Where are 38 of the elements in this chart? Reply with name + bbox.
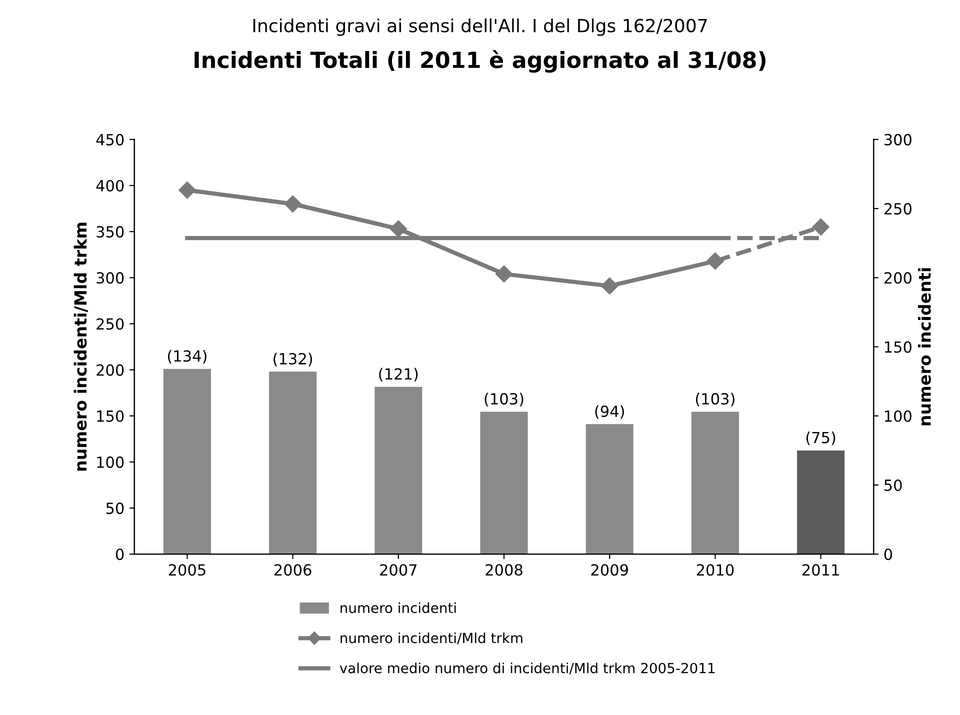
- x-tick-label: 2011: [802, 564, 839, 576]
- x-tick-label: 2005: [168, 564, 206, 576]
- y2-tick-label: 250: [884, 203, 912, 215]
- chart-subtitle: Incidenti gravi ai sensi dell'All. I del Dlgs 162/2007: [253, 18, 707, 36]
- y-axis-title: numero incidenti/Mld trkm: [74, 222, 88, 471]
- y2-tick-label: 150: [885, 341, 912, 353]
- y2-tick-label: 50: [884, 479, 902, 492]
- y2-tick-label: 0: [884, 548, 892, 560]
- legend-label: valore medio numero di incidenti/Mld trkm 2005-2011: [340, 662, 715, 674]
- x-tick-label: 2010: [696, 564, 734, 576]
- y-tick-label: 450: [96, 134, 124, 146]
- x-tick-label: 2008: [486, 564, 522, 576]
- y2-tick-label: 200: [884, 272, 912, 284]
- data-label: (75): [806, 432, 836, 446]
- y-tick-label: 0: [116, 548, 124, 560]
- y-tick-label: 200: [96, 364, 124, 376]
- data-label: (134): [168, 350, 206, 364]
- x-tick-label: 2007: [380, 564, 417, 576]
- y-tick-label: 300: [96, 272, 124, 284]
- legend-label: numero incidenti/Mld trkm: [340, 632, 522, 644]
- data-label: (103): [484, 392, 524, 406]
- y-tick-label: 100: [97, 456, 124, 468]
- legend-label: numero incidenti: [340, 602, 456, 614]
- data-label: (132): [274, 352, 312, 366]
- chart-title: Incidenti Totali (il 2011 è aggiornato al 31/08): [194, 50, 766, 73]
- y-tick-label: 50: [106, 502, 124, 514]
- data-label: (103): [696, 392, 734, 406]
- y2-tick-label: 300: [884, 134, 912, 146]
- y2-axis-title: numero incidenti: [918, 268, 931, 426]
- x-tick-label: 2006: [274, 564, 312, 576]
- y2-tick-label: 100: [885, 410, 912, 422]
- x-tick-label: 2009: [591, 564, 628, 576]
- y-tick-label: 250: [96, 318, 124, 330]
- y-tick-label: 400: [96, 180, 124, 192]
- y-tick-label: 350: [96, 226, 124, 238]
- y-tick-label: 150: [97, 410, 124, 422]
- data-label: (121): [379, 368, 418, 382]
- data-label: (94): [595, 405, 624, 419]
